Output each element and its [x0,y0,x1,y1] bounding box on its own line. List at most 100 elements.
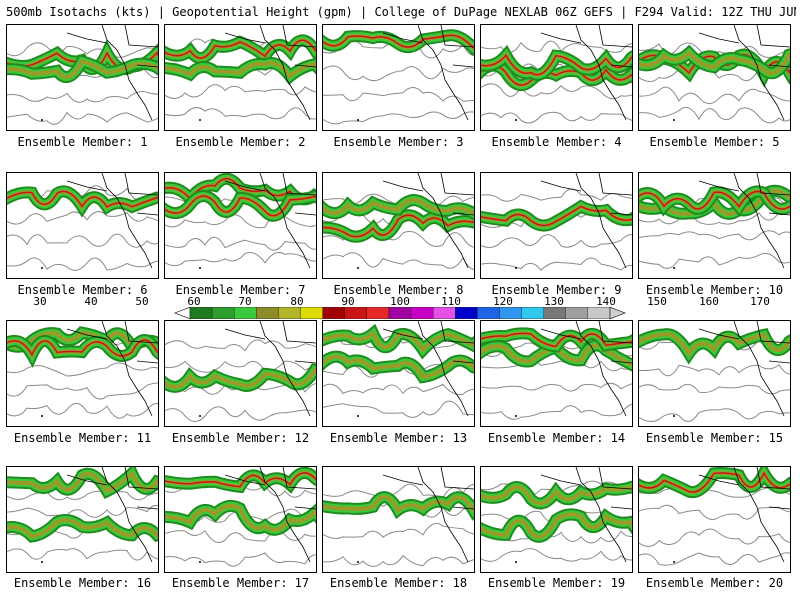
height-contour [7,91,158,103]
height-contour [165,213,316,229]
ensemble-map-20 [638,466,791,573]
ensemble-map-13 [322,320,475,427]
colorbar-cell [278,307,301,319]
ensemble-label-20: Ensemble Member: 20 [645,576,784,590]
ensemble-label-2: Ensemble Member: 2 [175,135,306,149]
ensemble-label-13: Ensemble Member: 13 [329,431,468,445]
ensemble-map-1 [6,24,159,131]
ensemble-label-8: Ensemble Member: 8 [333,283,464,297]
jet-stream-band [165,367,316,389]
ensemble-map-11 [6,320,159,427]
colorbar-tick: 50 [135,295,149,308]
height-contour [639,363,790,377]
jet-stream-band [481,512,632,539]
colorbar-cell [455,307,478,319]
ensemble-label-12: Ensemble Member: 12 [171,431,310,445]
jet-stream-band [481,343,632,368]
jet-stream-band [639,471,790,493]
colorbar-tick: 100 [390,295,410,308]
coastline [698,467,790,563]
height-contour [481,360,632,372]
colorbar-cell [587,307,611,319]
coastline [698,25,790,121]
height-contour [481,257,632,271]
hawaii-island [515,119,517,121]
coastline [224,25,316,121]
height-contour [323,400,474,418]
ensemble-label-10: Ensemble Member: 10 [645,283,784,297]
ensemble-label-4: Ensemble Member: 4 [491,135,622,149]
coastline [382,321,474,417]
height-contour [165,107,316,120]
hawaii-island [41,119,43,121]
ensemble-map-9 [480,172,633,279]
colorbar-cell [410,307,434,319]
colorbar-tick: 170 [750,295,770,308]
colorbar-tick: 150 [647,295,667,308]
colorbar-cell [543,307,566,319]
height-contour [7,402,158,419]
height-contour [639,230,790,241]
ensemble-map-2 [164,24,317,131]
colorbar-cell [388,307,412,319]
coastline [224,173,316,269]
ensemble-map-14 [480,320,633,427]
colorbar-tick: 40 [84,295,98,308]
hawaii-island [199,561,201,563]
jet-stream-band [481,205,632,227]
height-contour [639,408,790,422]
colorbar-tick: 90 [341,295,355,308]
height-contour [639,552,790,566]
coastline [224,467,316,563]
colorbar-tick: 110 [441,295,461,308]
jet-stream-band [481,64,632,86]
colorbar-left-arrow [174,306,191,320]
height-contour [165,339,316,352]
ensemble-map-7 [164,172,317,279]
height-contour [481,111,632,124]
height-contour [165,552,316,567]
colorbar-cell [256,307,279,319]
height-contour [639,504,790,520]
hawaii-island [199,415,201,417]
colorbar-cell [499,307,522,319]
colorbar-tick: 30 [33,295,47,308]
height-contour [639,528,790,547]
ensemble-map-12 [164,320,317,427]
hawaii-island [357,561,359,563]
coastline [66,173,158,269]
height-contour [7,257,158,271]
coastline [66,321,158,417]
ensemble-map-19 [480,466,633,573]
coastline [66,467,158,563]
ensemble-map-18 [322,466,475,573]
jet-stream-band [165,472,316,488]
colorbar-tick: 130 [544,295,564,308]
colorbar-tick: 160 [699,295,719,308]
coastline [382,25,474,121]
hawaii-island [357,415,359,417]
coastline [540,467,632,563]
jet-stream-band [165,195,316,217]
colorbar-cell [366,307,390,319]
colorbar-cell [344,307,367,319]
height-contour [639,106,790,124]
height-contour [7,233,158,248]
jet-stream-band [165,39,316,59]
coastline [382,467,474,563]
hawaii-island [673,415,675,417]
hawaii-island [673,119,675,121]
colorbar-tick: 140 [596,295,616,308]
height-contour [323,252,474,270]
colorbar-cell [189,307,213,319]
jet-stream-band [165,61,316,80]
ensemble-label-18: Ensemble Member: 18 [329,576,468,590]
height-contour [165,529,316,543]
map-title: 500mb Isotachs (kts) | Geopotential Heig… [6,5,796,19]
height-contour [7,382,158,400]
ensemble-map-4 [480,24,633,131]
hawaii-island [673,561,675,563]
ensemble-map-6 [6,172,159,279]
coastline [540,321,632,417]
hawaii-island [41,561,43,563]
